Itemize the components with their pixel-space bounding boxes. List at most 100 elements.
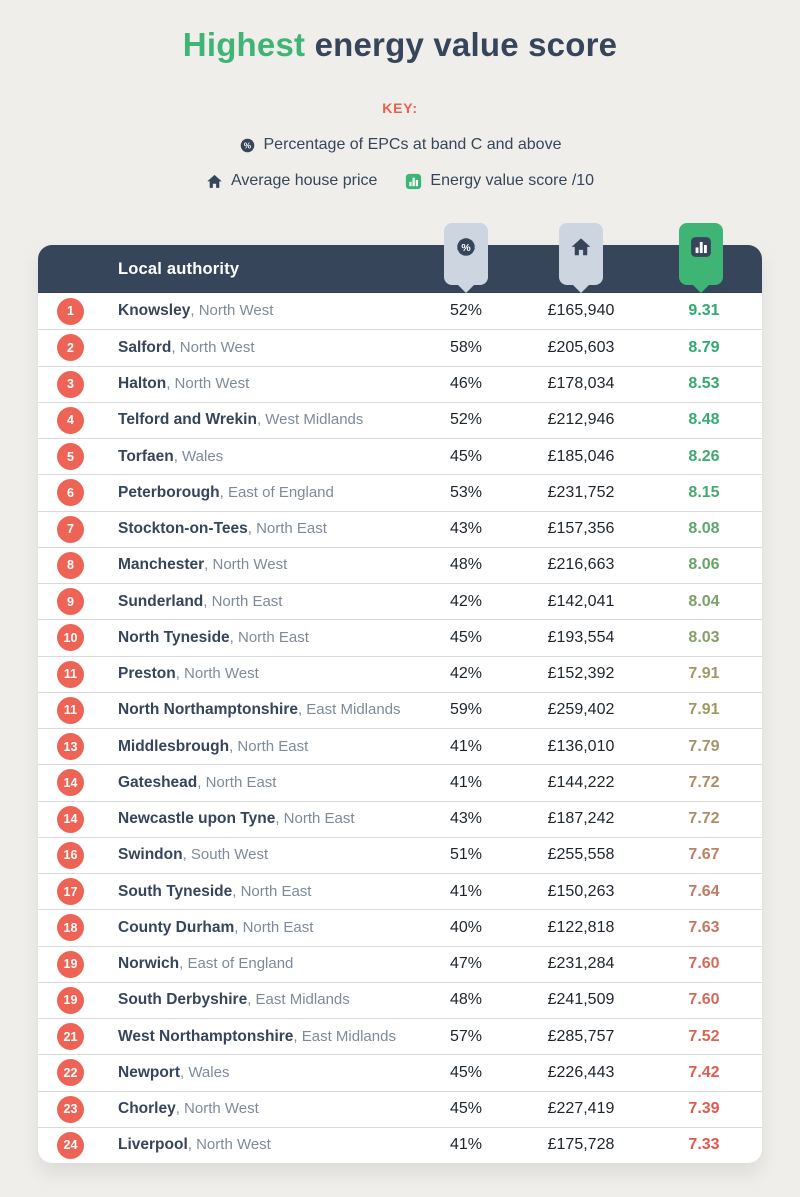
authority-region: , East Midlands: [247, 991, 350, 1009]
house-icon: [570, 236, 592, 258]
epc-percent-cell: 41%: [449, 882, 483, 900]
energy-score-cell: 7.33: [688, 1136, 720, 1154]
local-authority-cell: Norwich, East of England: [118, 955, 416, 973]
table-row: 5 Torfaen, Wales 45% £185,046 8.26: [38, 438, 762, 474]
rank-badge: 22: [57, 1059, 84, 1087]
authority-name: Knowsley: [118, 302, 191, 320]
house-price-cell: £285,757: [547, 1027, 615, 1045]
energy-score-cell: 7.64: [688, 882, 720, 900]
house-price-cell: £216,663: [547, 556, 615, 574]
authority-region: , North West: [175, 665, 259, 683]
authority-name: Gateshead: [118, 773, 198, 791]
authority-region: , North East: [232, 882, 312, 900]
house-price-cell: £185,046: [547, 447, 615, 465]
table-row: 1 Knowsley, North West 52% £165,940 9.31: [38, 293, 762, 329]
page-title-highlight: Highest: [182, 26, 306, 63]
energy-score-cell: 8.15: [688, 483, 720, 501]
epc-percent-cell: 59%: [449, 701, 483, 719]
authority-region: , North East: [197, 773, 277, 791]
authority-region: , East of England: [179, 955, 294, 973]
table-row: 14 Gateshead, North East 41% £144,222 7.…: [38, 764, 762, 800]
rank-badge: 8: [57, 551, 84, 579]
rank-badge: 10: [57, 624, 84, 652]
table-row: 19 Norwich, East of England 47% £231,284…: [38, 945, 762, 982]
key-label: KEY:: [382, 100, 418, 116]
authority-name: Liverpool: [118, 1136, 188, 1154]
epc-percent-cell: 57%: [449, 1027, 483, 1045]
house-price-cell: £231,752: [547, 483, 615, 501]
rank-badge: 7: [57, 515, 84, 543]
table-row: 8 Manchester, North West 48% £216,663 8.…: [38, 546, 762, 583]
authority-name: Newport: [118, 1063, 180, 1081]
key-line-1: Percentage of EPCs at band C and above: [0, 136, 800, 154]
table-row: 16 Swindon, South West 51% £255,558 7.67: [38, 836, 762, 873]
house-price-cell: £175,728: [547, 1136, 615, 1154]
local-authority-cell: Manchester, North West: [118, 556, 416, 574]
key-line-2: Average house price Energy value score /…: [0, 172, 800, 190]
rank-badge: 3: [57, 370, 84, 398]
authority-region: , North East: [234, 918, 314, 936]
local-authority-cell: Stockton-on-Tees, North East: [118, 520, 416, 538]
authority-name: Halton: [118, 375, 167, 393]
energy-score-cell: 7.67: [688, 846, 720, 864]
table-row: 17 South Tyneside, North East 41% £150,2…: [38, 873, 762, 909]
table-row: 24 Liverpool, North West 41% £175,728 7.…: [38, 1126, 762, 1163]
authority-name: Swindon: [118, 846, 183, 864]
column-header-energy-score-badge: [679, 223, 723, 293]
table-row: 2 Salford, North West 58% £205,603 8.79: [38, 329, 762, 365]
rank-badge: 6: [57, 479, 84, 507]
rank-badge: 16: [57, 841, 84, 869]
column-header-house-price-badge: [559, 223, 603, 293]
table-row: 14 Newcastle upon Tyne, North East 43% £…: [38, 800, 762, 837]
authority-region: , Wales: [173, 447, 224, 465]
authority-region: , North West: [204, 556, 288, 574]
energy-score-cell: 8.04: [688, 592, 720, 610]
energy-score-cell: 7.91: [688, 665, 720, 683]
table-row: 23 Chorley, North West 45% £227,419 7.39: [38, 1090, 762, 1127]
local-authority-cell: North Northamptonshire, East Midlands: [118, 701, 416, 719]
table-row: 4 Telford and Wrekin, West Midlands 52% …: [38, 401, 762, 438]
authority-region: , Wales: [180, 1063, 230, 1081]
house-price-cell: £255,558: [547, 846, 615, 864]
table-row: 6 Peterborough, East of England 53% £231…: [38, 474, 762, 510]
house-price-cell: £227,419: [547, 1100, 615, 1118]
authority-name: Telford and Wrekin: [118, 411, 257, 429]
energy-score-cell: 7.60: [688, 991, 720, 1009]
house-price-cell: £165,940: [547, 302, 615, 320]
house-price-cell: £142,041: [547, 592, 615, 610]
key-item-score: Energy value score /10: [405, 172, 594, 190]
bar-chart-icon: [690, 236, 712, 258]
rank-badge: 13: [57, 733, 84, 761]
energy-score-cell: 8.48: [688, 411, 720, 429]
table-header: Local authority: [38, 223, 762, 293]
rank-badge: 17: [57, 878, 84, 906]
epc-percent-cell: 43%: [449, 520, 483, 538]
epc-percent-cell: 48%: [449, 991, 483, 1009]
authority-name: Stockton-on-Tees: [118, 520, 248, 538]
authority-name: Torfaen: [118, 447, 174, 465]
local-authority-cell: Newcastle upon Tyne, North East: [118, 810, 416, 828]
epc-percent-cell: 43%: [449, 810, 483, 828]
authority-region: , North East: [203, 592, 283, 610]
authority-name: North Northamptonshire: [118, 701, 298, 719]
column-header-epc-percent-badge: [444, 223, 488, 293]
epc-percent-cell: 47%: [449, 955, 483, 973]
authority-name: Norwich: [118, 955, 180, 973]
rank-badge: 9: [57, 588, 84, 616]
energy-score-cell: 7.79: [688, 737, 720, 755]
authority-region: , North East: [247, 520, 327, 538]
rank-badge: 11: [57, 660, 84, 688]
energy-score-cell: 7.63: [688, 918, 720, 936]
rank-badge: 23: [57, 1095, 84, 1123]
authority-name: Preston: [118, 665, 176, 683]
epc-percent-cell: 46%: [449, 375, 483, 393]
table-row: 21 West Northamptonshire, East Midlands …: [38, 1018, 762, 1054]
energy-score-cell: 7.72: [688, 810, 720, 828]
energy-score-cell: 7.39: [688, 1100, 720, 1118]
energy-score-cell: 7.91: [688, 701, 720, 719]
epc-percent-cell: 53%: [449, 483, 483, 501]
house-price-cell: £122,818: [547, 918, 615, 936]
energy-score-cell: 8.06: [688, 556, 720, 574]
house-price-cell: £187,242: [547, 810, 615, 828]
epc-percent-cell: 48%: [449, 556, 483, 574]
